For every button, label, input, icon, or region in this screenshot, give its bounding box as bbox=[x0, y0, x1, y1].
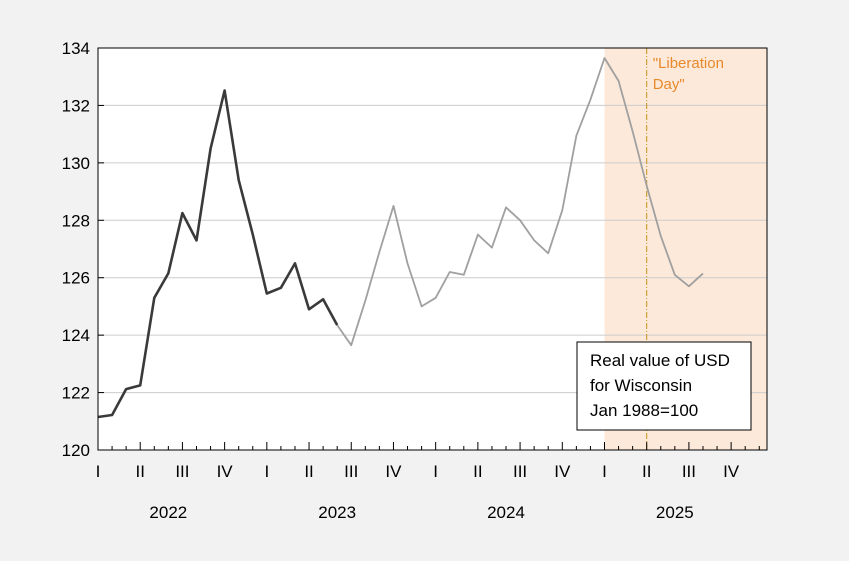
y-tick-label: 130 bbox=[62, 154, 90, 173]
x-quarter-label: III bbox=[513, 462, 527, 481]
x-quarter-label: I bbox=[264, 462, 269, 481]
y-tick-label: 124 bbox=[62, 326, 90, 345]
y-tick-label: 128 bbox=[62, 211, 90, 230]
x-quarter-label: III bbox=[344, 462, 358, 481]
annotation-line-2: Day" bbox=[653, 76, 685, 93]
series-line-2 bbox=[336, 57, 704, 347]
x-quarter-label: II bbox=[135, 462, 144, 481]
legend-line-3: Jan 1988=100 bbox=[590, 401, 698, 420]
x-quarter-label: III bbox=[175, 462, 189, 481]
y-tick-label: 120 bbox=[62, 441, 90, 460]
liberation-day-label: "Liberation Day" bbox=[653, 55, 724, 93]
y-tick-label: 132 bbox=[62, 96, 90, 115]
legend-frame bbox=[576, 341, 752, 431]
x-quarter-label: IV bbox=[554, 462, 571, 481]
annotation-line-1: "Liberation bbox=[653, 55, 724, 72]
x-year-label: 2023 bbox=[318, 503, 356, 522]
y-axis: 120 122 124 126 128 130 132 134 bbox=[62, 39, 104, 460]
x-year-label: 2025 bbox=[656, 503, 694, 522]
y-tick-label: 122 bbox=[62, 384, 90, 403]
series-lines bbox=[97, 57, 704, 419]
x-quarter-label: I bbox=[433, 462, 438, 481]
y-tick-label: 126 bbox=[62, 269, 90, 288]
x-quarter-label: II bbox=[304, 462, 313, 481]
legend-box: Real value of USD for Wisconsin Jan 1988… bbox=[576, 341, 752, 431]
plot-frame bbox=[97, 47, 768, 451]
x-year-label: 2024 bbox=[487, 503, 525, 522]
x-year-label: 2022 bbox=[149, 503, 187, 522]
x-quarter-label: III bbox=[682, 462, 696, 481]
x-quarter-label: IV bbox=[217, 462, 234, 481]
x-quarter-label: II bbox=[642, 462, 651, 481]
x-quarter-label: II bbox=[473, 462, 482, 481]
legend-line-1: Real value of USD bbox=[590, 351, 730, 370]
x-quarter-label: I bbox=[96, 462, 101, 481]
x-quarter-label: IV bbox=[723, 462, 740, 481]
y-tick-label: 134 bbox=[62, 39, 90, 58]
legend-line-2: for Wisconsin bbox=[590, 376, 692, 395]
x-quarter-label: IV bbox=[385, 462, 402, 481]
x-quarter-label: I bbox=[602, 462, 607, 481]
series-line-1 bbox=[97, 89, 339, 419]
